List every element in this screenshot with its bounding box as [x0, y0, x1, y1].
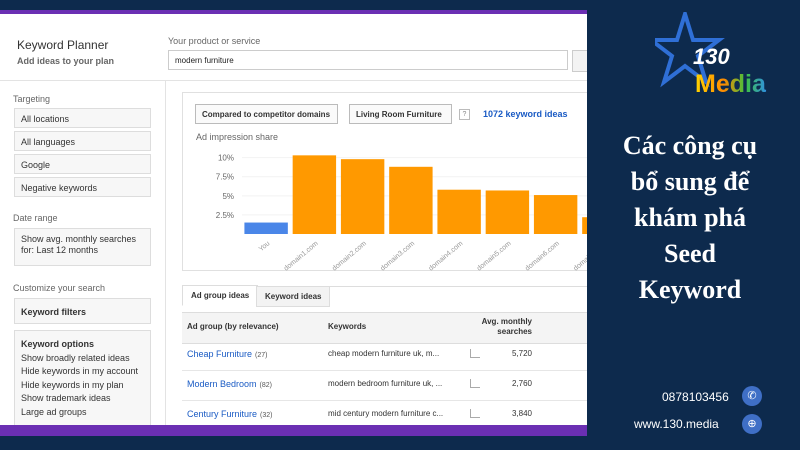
table-header [182, 312, 587, 344]
trend-icon[interactable] [470, 379, 480, 388]
trend-icon[interactable] [470, 409, 480, 418]
bar [244, 222, 288, 234]
x-tick-label: domain3.com [379, 240, 416, 272]
table-row-line [182, 400, 587, 401]
ad-group: Modern Bedroom (82) [187, 379, 272, 389]
column-header: Ad group (by relevance) [187, 322, 279, 331]
keyword-option[interactable]: Hide keywords in my plan [21, 379, 124, 390]
keyword-options[interactable]: Keyword options [21, 339, 95, 349]
divider [165, 80, 166, 428]
keyword-ideas-count[interactable]: 1072 keyword ideas [483, 109, 568, 119]
trend-icon[interactable] [470, 349, 480, 358]
compare-dropdown[interactable]: Compared to competitor domains [195, 104, 338, 124]
logo-number: 130 [693, 44, 730, 69]
x-tick-label: domain7.com [572, 240, 587, 272]
targeting-item[interactable]: Google [14, 154, 151, 174]
web-icon[interactable]: ⊕ [742, 414, 762, 434]
ad-group-count: (32) [260, 412, 273, 419]
targeting-item[interactable]: All locations [14, 108, 151, 128]
keyword-option[interactable]: Hide keywords in my account [21, 366, 139, 376]
keywords: mid century modern furniture c... [328, 409, 444, 418]
keyword-filters[interactable]: Keyword filters [14, 298, 151, 324]
bar [533, 195, 578, 234]
targeting-item[interactable]: Negative keywords [14, 177, 151, 197]
logo-name: Media [695, 70, 767, 98]
x-tick-label: You [258, 240, 272, 253]
ad-group: Cheap Furniture (27) [187, 349, 268, 359]
phone: 0878103456 [662, 390, 729, 404]
accent-bar [0, 425, 587, 436]
keywords: modern bedroom furniture uk, ... [328, 379, 443, 388]
avg-searches: 2,760 [511, 379, 532, 388]
avg-searches: 5,720 [511, 349, 532, 358]
y-tick-label: 7.5% [216, 173, 234, 182]
headline-line: bổ sung để [630, 167, 750, 196]
tab[interactable]: Ad group ideas [182, 285, 259, 306]
targeting-heading: Targeting [13, 94, 51, 104]
help-icon[interactable]: ? [459, 109, 470, 120]
ad-group-name[interactable]: Cheap Furniture [187, 349, 253, 359]
date-range-box[interactable]: Show avg. monthly searches for: Last 12 … [14, 228, 151, 266]
planner-title: Keyword Planner [17, 38, 109, 52]
phone-icon[interactable]: ✆ [742, 386, 762, 406]
avg-searches: 3,840 [511, 409, 532, 418]
bar [292, 155, 337, 234]
planner-subtitle: Add ideas to your plan [17, 56, 115, 66]
date-range-heading: Date range [13, 213, 58, 223]
keyword-options-box: Keyword options Show broadly related ide… [14, 330, 151, 428]
headline-line: Các công cụ [622, 131, 758, 160]
x-tick-label: domain1.com [283, 240, 320, 272]
keywords: cheap modern furniture uk, m... [328, 349, 440, 358]
bar [485, 190, 530, 234]
ad-group: Century Furniture (32) [187, 409, 272, 419]
y-tick-label: 5% [222, 192, 234, 201]
ad-group-count: (27) [255, 352, 268, 359]
logo-star [655, 12, 725, 88]
bar [437, 189, 481, 234]
headline: Các công cụ bổ sung để khám phá Seed Keyword [590, 128, 790, 308]
headline-line: khám phá [634, 203, 746, 232]
divider [0, 80, 587, 81]
targeting-item[interactable]: All languages [14, 131, 151, 151]
chart: Ad impression share 2.5%5%7.5%10%You doma… [196, 132, 587, 273]
keyword-option[interactable]: Large ad groups [21, 406, 87, 417]
y-tick-label: 2.5% [216, 211, 234, 220]
screenshot: Keyword Planner Add ideas to your plan Y… [0, 10, 587, 428]
x-tick-label: domain6.com [524, 240, 561, 272]
y-tick-label: 10% [218, 154, 234, 163]
chart-title: Ad impression share [196, 132, 278, 142]
bar [582, 217, 587, 234]
headline-line: Keyword [638, 275, 742, 304]
product-input[interactable]: modern furniture [168, 50, 568, 70]
chart-card [182, 92, 587, 271]
column-header[interactable]: Avg. monthly searches [481, 317, 532, 336]
ad-group-count: (82) [259, 382, 272, 389]
tab-line [182, 286, 587, 287]
product-label: Your product or service [168, 36, 261, 46]
input-button[interactable] [572, 50, 587, 72]
x-tick-label: domain4.com [428, 240, 465, 272]
ad-group-name[interactable]: Century Furniture [187, 409, 258, 419]
headline-line: Seed [664, 239, 716, 268]
table-row-line [182, 370, 587, 371]
customize-heading: Customize your search [13, 283, 106, 293]
logo: 130 Media [655, 12, 767, 98]
ad-group-name[interactable]: Modern Bedroom [187, 379, 257, 389]
bar [340, 159, 385, 234]
x-tick-label: domain5.com [476, 240, 513, 272]
bar [389, 166, 433, 234]
website: www.130.media [634, 417, 719, 431]
category-dropdown[interactable]: Living Room Furniture [349, 104, 452, 124]
keyword-option[interactable]: Show trademark ideas [21, 393, 111, 403]
x-tick-label: domain2.com [331, 240, 368, 272]
column-header: Keywords [328, 322, 367, 331]
keyword-option[interactable]: Show broadly related ideas [21, 352, 130, 363]
tab[interactable]: Keyword ideas [256, 286, 331, 307]
